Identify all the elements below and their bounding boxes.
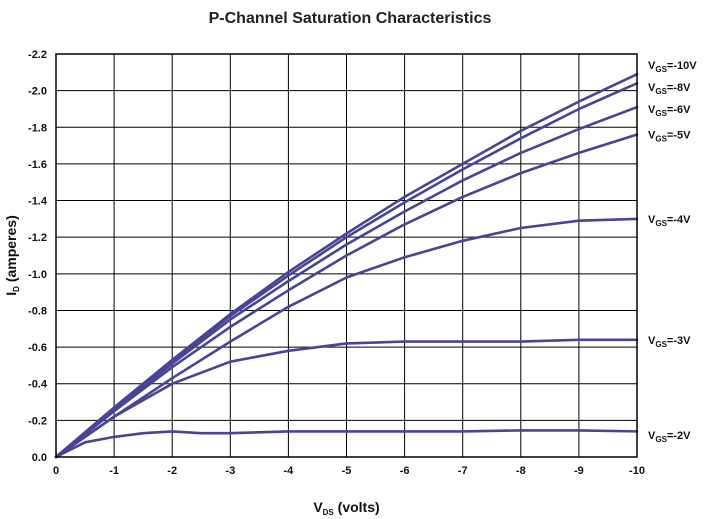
x-tick-label: -6	[400, 465, 410, 477]
y-tick-label: 0.0	[32, 452, 47, 464]
y-tick-label: -2.0	[28, 86, 47, 98]
y-tick-label: -1.2	[28, 232, 47, 244]
y-tick-label: -1.8	[28, 122, 47, 134]
x-tick-label: -4	[284, 465, 295, 477]
series-line-3	[54, 133, 639, 459]
series-line-6	[54, 429, 639, 459]
y-tick-label: -0.8	[28, 305, 47, 317]
x-tick-label: -8	[516, 465, 526, 477]
series-label-1: VGS=-8V	[648, 82, 691, 96]
series-line-0	[54, 72, 639, 459]
y-tick-label: -1.0	[28, 269, 47, 281]
y-tick-label: -0.4	[28, 379, 48, 391]
y-axis-label: ID (amperes)	[3, 215, 21, 295]
series-label-3: VGS=-5V	[648, 130, 691, 144]
x-tick-label: -1	[109, 465, 119, 477]
chart-title: P-Channel Saturation Characteristics	[209, 10, 492, 27]
series-label-0: VGS=-10V	[648, 60, 697, 74]
series-label-2: VGS=-6V	[648, 104, 691, 118]
plot-frame	[55, 53, 638, 458]
series-line-2	[54, 105, 639, 459]
x-tick-label: -5	[342, 465, 352, 477]
y-tick-label: -1.4	[28, 196, 48, 208]
x-tick-label: -2	[167, 465, 177, 477]
series-line-5	[54, 338, 639, 459]
series-label-6: VGS=-2V	[648, 430, 691, 444]
x-tick-label: 0	[53, 465, 59, 477]
x-tick-label: -10	[629, 465, 645, 477]
y-tick-label: -1.6	[28, 159, 47, 171]
x-tick-label: -3	[225, 465, 235, 477]
y-tick-labels: 0.0 -0.2 -0.4 -0.6 -0.8 -1.0 -1.2 -1.4 -1.6 -1.8 -…	[28, 49, 48, 464]
series-label-5: VGS=-3V	[648, 335, 691, 349]
y-tick-label: -0.2	[28, 415, 47, 427]
series-layer	[54, 72, 639, 459]
y-tick-label: -2.2	[28, 49, 47, 61]
series-label-4: VGS=-4V	[648, 214, 691, 228]
y-tick-label: -0.6	[28, 342, 47, 354]
x-axis-label: VDS (volts)	[313, 499, 379, 517]
curve-labels: VGS=-10V VGS=-8V VGS=-6V VGS=-5V VGS=-4V VGS=…	[648, 60, 697, 444]
x-tick-label: -9	[574, 465, 584, 477]
x-tick-labels: 0 -1 -2 -3 -4 -5 -6 -7 -8 -9 -10	[53, 465, 645, 477]
x-tick-label: -7	[458, 465, 468, 477]
